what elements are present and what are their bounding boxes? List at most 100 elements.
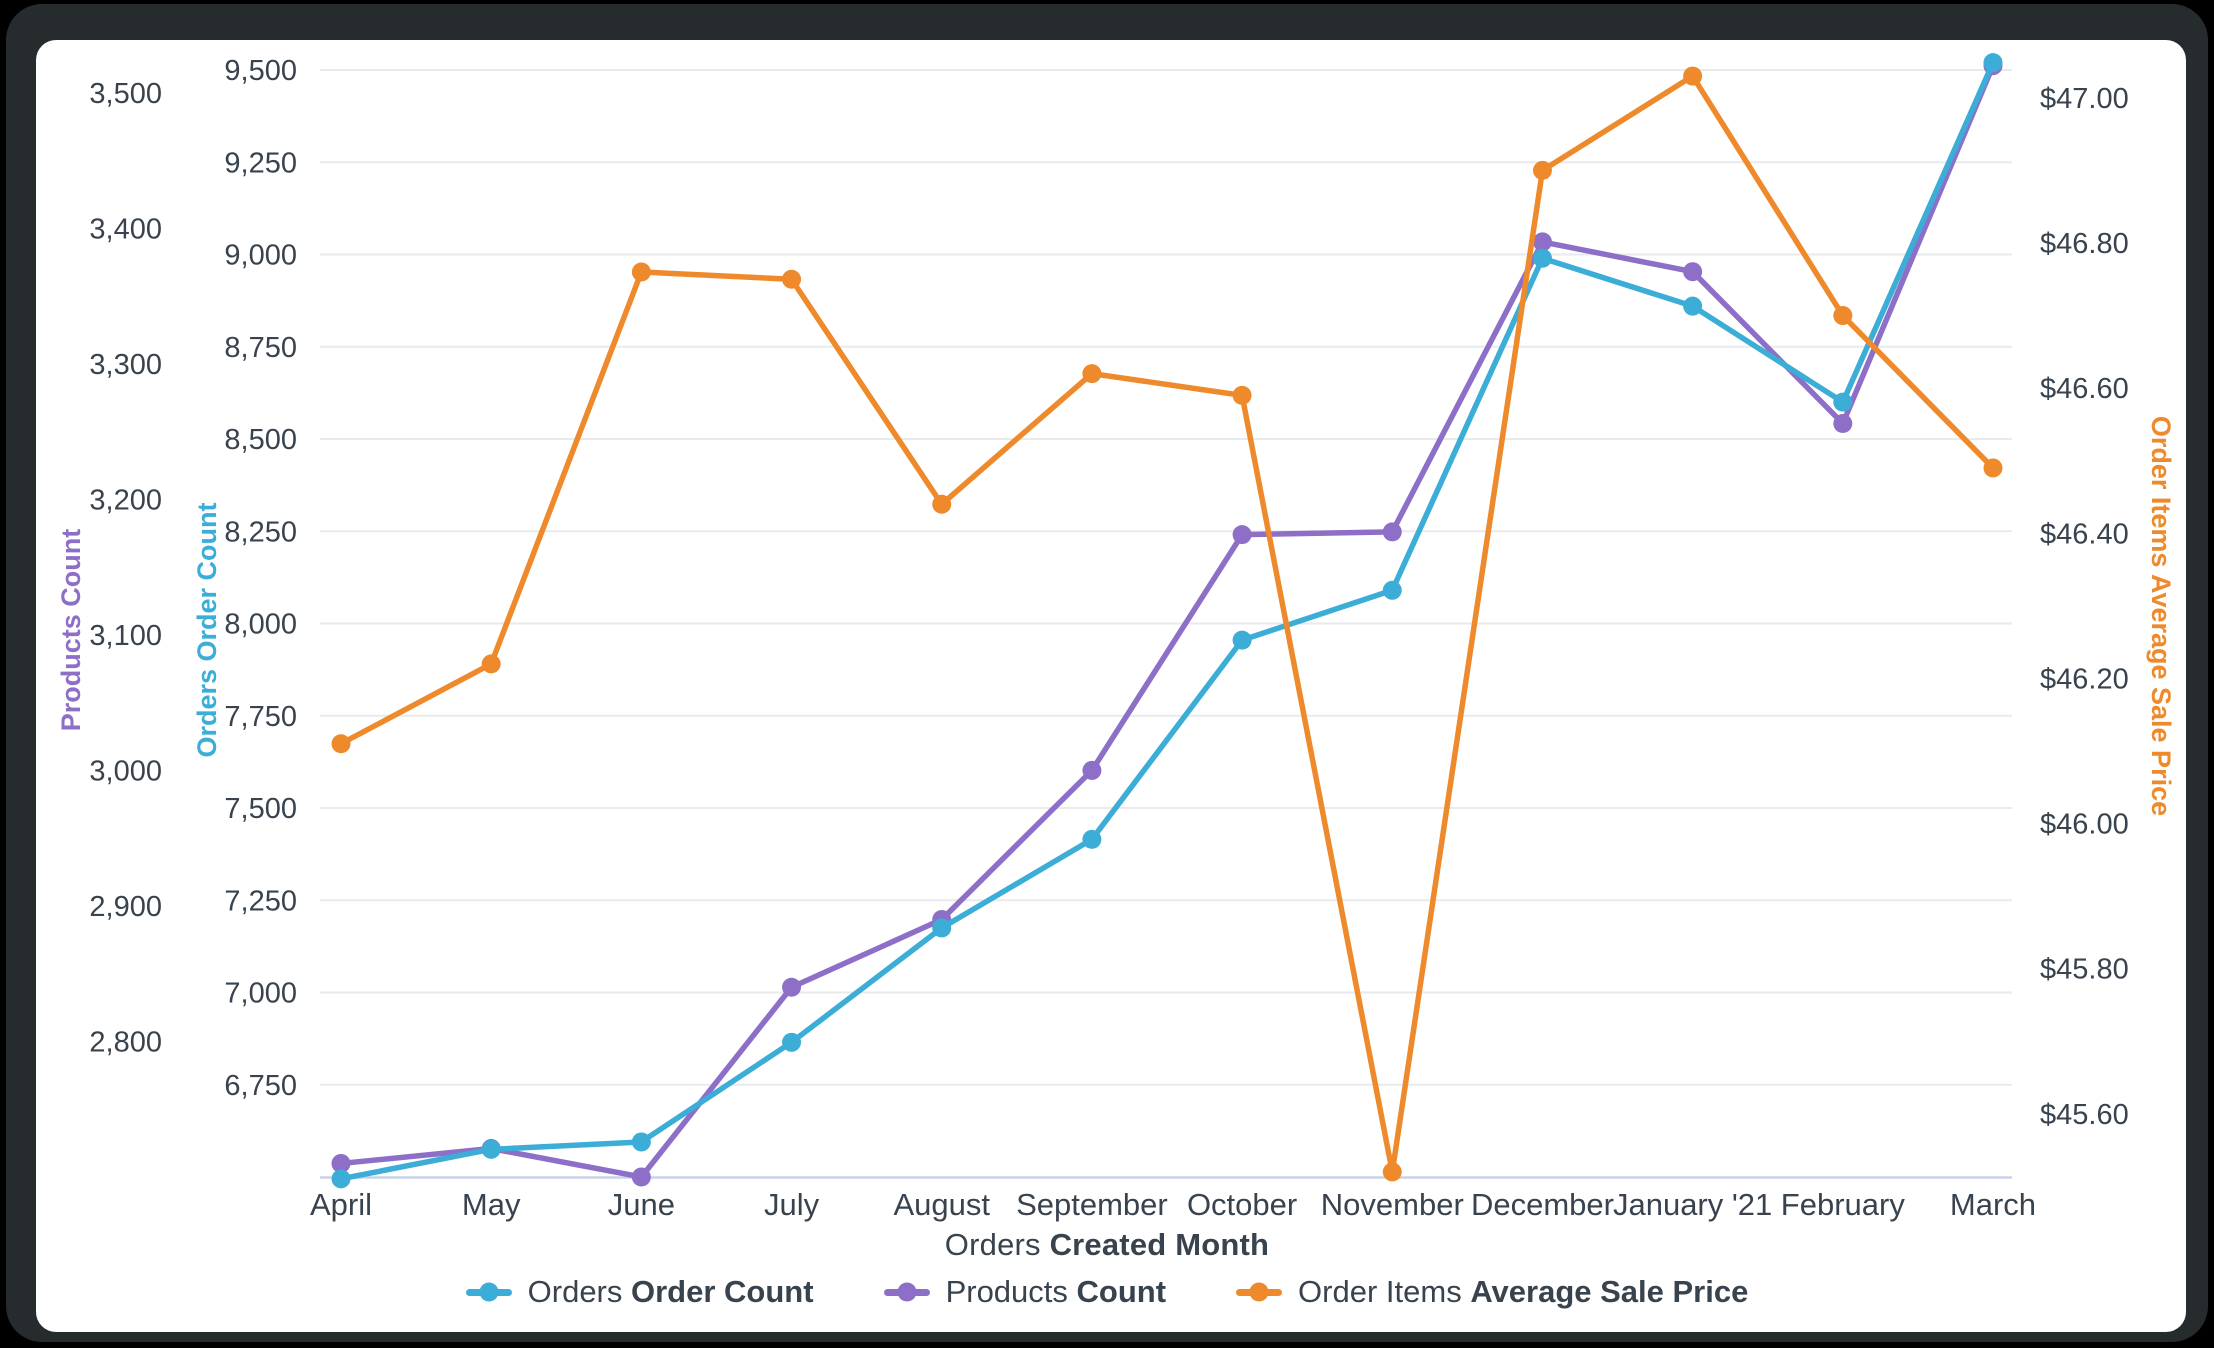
x-tick-label: March: [1950, 1187, 2036, 1222]
products-axis-tick-label: 3,400: [89, 213, 162, 245]
data-point-order-items-average-sale-price-5[interactable]: [1082, 364, 1102, 384]
data-point-order-items-average-sale-price-3[interactable]: [782, 269, 802, 289]
legend-item-label: Orders Order Count: [528, 1274, 814, 1310]
orders-axis-tick-label: 9,000: [224, 240, 297, 272]
data-point-order-items-average-sale-price-10[interactable]: [1833, 306, 1853, 326]
price-axis-tick-labels: $45.60 $45.80 $46.00 $46.20 $46.40 $46.60 $46.…: [2040, 83, 2129, 1131]
legend-marker-dot-icon: [479, 1282, 499, 1302]
legend-label-bold: Average Sale Price: [1470, 1274, 1749, 1309]
series-line-orders-order-count: [338, 59, 1996, 1182]
price-axis-tick-label: $46.00: [2040, 809, 2129, 841]
products-axis-tick-labels: 2,800 2,900 3,000 3,100 3,200 3,300 3,400 3,500: [89, 78, 162, 1059]
legend-marker-icon: [1236, 1282, 1283, 1302]
x-tick-label: May: [462, 1187, 521, 1222]
legend-item-order-items-average-sale-price[interactable]: Order Items Average Sale Price: [1236, 1274, 1748, 1310]
legend-marker-dot-icon: [897, 1282, 917, 1302]
legend: Orders Order Count Products Count Order It…: [0, 1274, 2214, 1310]
legend-label-prefix: Order Items: [1298, 1274, 1471, 1309]
legend-label-bold: Order Count: [631, 1274, 814, 1309]
x-tick-label: November: [1321, 1187, 1464, 1222]
orders-axis-tick-label: 9,500: [224, 55, 297, 87]
data-point-products-count-2[interactable]: [631, 1167, 651, 1187]
legend-marker-dot-icon: [1249, 1282, 1269, 1302]
x-tick-label: July: [764, 1187, 820, 1222]
legend-label-bold: Count: [1076, 1274, 1167, 1309]
x-axis-title-bold: Created Month: [1049, 1227, 1270, 1262]
price-axis-tick-label: $46.80: [2040, 228, 2129, 260]
data-point-orders-order-count-11[interactable]: [1983, 53, 2003, 73]
x-axis-title: Orders Created Month: [0, 1227, 2214, 1263]
x-tick-labels: April May June July August September October No…: [310, 1187, 2036, 1222]
data-point-orders-order-count-8[interactable]: [1532, 248, 1552, 268]
legend-item-orders-order-count[interactable]: Orders Order Count: [465, 1274, 814, 1310]
price-axis-tick-label: $46.20: [2040, 663, 2129, 695]
legend-item-label: Order Items Average Sale Price: [1298, 1274, 1748, 1310]
orders-axis-tick-label: 7,750: [224, 701, 297, 733]
data-point-orders-order-count-9[interactable]: [1683, 296, 1703, 316]
data-point-order-items-average-sale-price-1[interactable]: [481, 654, 501, 674]
data-point-order-items-average-sale-price-2[interactable]: [631, 262, 651, 282]
price-axis-tick-label: $45.60: [2040, 1099, 2129, 1131]
price-axis-tick-label: $47.00: [2040, 83, 2129, 115]
series-orders-order-count: [331, 53, 2003, 1189]
data-point-orders-order-count-0[interactable]: [331, 1169, 351, 1189]
data-point-orders-order-count-6[interactable]: [1232, 630, 1252, 650]
x-axis-title-prefix: Orders: [944, 1227, 1041, 1262]
data-point-orders-order-count-3[interactable]: [782, 1032, 802, 1052]
series-line-products-count: [338, 62, 1996, 1180]
data-point-orders-order-count-5[interactable]: [1082, 829, 1102, 849]
data-point-order-items-average-sale-price-6[interactable]: [1232, 385, 1252, 405]
data-point-order-items-average-sale-price-7[interactable]: [1382, 1162, 1402, 1182]
products-axis-tick-label: 2,900: [89, 891, 162, 923]
orders-axis-tick-labels: 6,750 7,000 7,250 7,500 7,750 8,000 8,250 8,500…: [224, 55, 297, 1102]
orders-axis-tick-label: 8,750: [224, 332, 297, 364]
orders-axis-title: Orders Order Count: [192, 502, 222, 757]
data-point-orders-order-count-10[interactable]: [1833, 392, 1853, 412]
legend-item-label: Products Count: [946, 1274, 1166, 1310]
x-tick-label: October: [1187, 1187, 1297, 1222]
data-point-products-count-0[interactable]: [331, 1153, 351, 1173]
data-point-order-items-average-sale-price-4[interactable]: [932, 494, 952, 514]
orders-axis-tick-label: 9,250: [224, 147, 297, 179]
products-axis-title: Products Count: [56, 529, 86, 732]
data-point-orders-order-count-2[interactable]: [631, 1132, 651, 1152]
data-point-products-count-8[interactable]: [1532, 232, 1552, 252]
data-point-products-count-9[interactable]: [1683, 262, 1703, 282]
data-point-products-count-6[interactable]: [1232, 525, 1252, 545]
orders-axis-tick-label: 7,500: [224, 793, 297, 825]
products-axis-tick-label: 3,200: [89, 484, 162, 516]
x-tick-label: December: [1471, 1187, 1614, 1222]
data-point-order-items-average-sale-price-0[interactable]: [331, 734, 351, 754]
products-axis-tick-label: 3,300: [89, 349, 162, 381]
data-point-products-count-7[interactable]: [1382, 522, 1402, 542]
price-axis-tick-label: $46.60: [2040, 373, 2129, 405]
data-point-products-count-3[interactable]: [782, 977, 802, 997]
orders-axis-tick-label: 8,250: [224, 516, 297, 548]
x-tick-label: June: [608, 1187, 675, 1222]
orders-axis-tick-label: 8,000: [224, 609, 297, 641]
data-point-orders-order-count-4[interactable]: [932, 918, 952, 938]
orders-axis-tick-label: 7,000: [224, 978, 297, 1010]
series-order-items-average-sale-price: [331, 66, 2003, 1182]
data-point-products-count-5[interactable]: [1082, 760, 1102, 780]
price-axis-tick-label: $46.40: [2040, 518, 2129, 550]
products-axis-tick-label: 3,500: [89, 78, 162, 110]
x-tick-label: February: [1781, 1187, 1906, 1222]
legend-label-prefix: Orders: [527, 1274, 631, 1309]
series-products-count: [331, 56, 2003, 1187]
x-tick-label: September: [1016, 1187, 1168, 1222]
legend-marker-icon: [465, 1282, 512, 1302]
orders-axis-tick-label: 6,750: [224, 1070, 297, 1102]
legend-label-prefix: Products: [945, 1274, 1077, 1309]
orders-axis-tick-label: 7,250: [224, 885, 297, 917]
data-point-orders-order-count-7[interactable]: [1382, 580, 1402, 600]
legend-item-products-count[interactable]: Products Count: [883, 1274, 1166, 1310]
data-point-order-items-average-sale-price-9[interactable]: [1683, 66, 1703, 86]
data-point-orders-order-count-1[interactable]: [481, 1139, 501, 1159]
x-tick-label: April: [310, 1187, 372, 1222]
data-point-products-count-10[interactable]: [1833, 413, 1853, 433]
data-point-order-items-average-sale-price-11[interactable]: [1983, 458, 2003, 478]
data-point-order-items-average-sale-price-8[interactable]: [1532, 160, 1552, 180]
x-tick-label: January '21: [1613, 1187, 1772, 1222]
